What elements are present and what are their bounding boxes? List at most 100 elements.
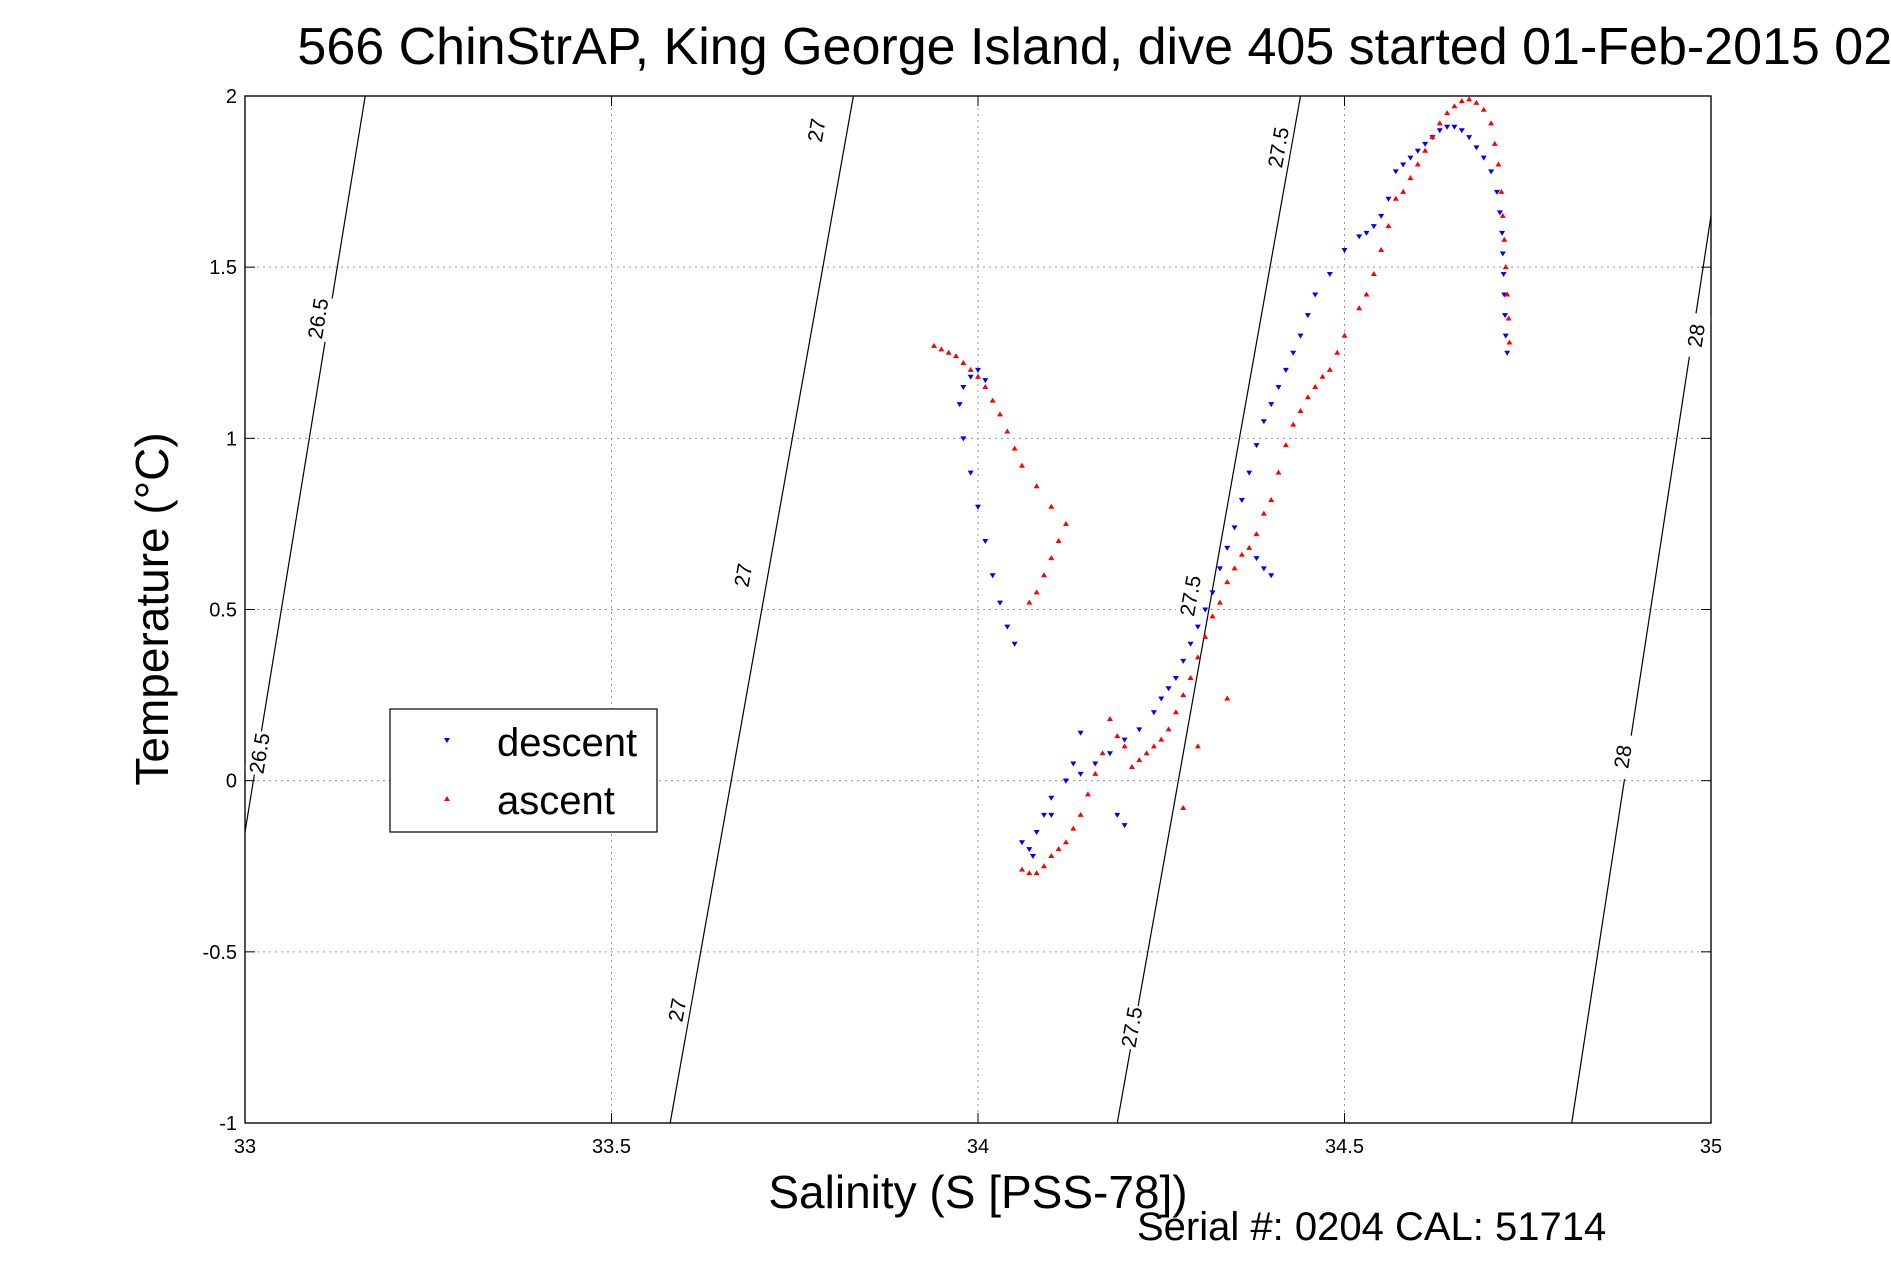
ascent-point (1136, 757, 1143, 763)
ascent-point (1505, 315, 1512, 321)
ascent-point (1180, 805, 1187, 811)
legend-marker-descent (444, 738, 450, 743)
ascent-point (1385, 223, 1392, 229)
descent-point (1224, 545, 1231, 551)
ascent-point (1275, 469, 1282, 475)
descent-point (1370, 224, 1377, 230)
ascent-point (1378, 247, 1385, 253)
ascent-point (1356, 305, 1363, 311)
descent-point (1268, 402, 1275, 408)
descent-point (1458, 128, 1465, 134)
ascent-point (1026, 870, 1033, 876)
ascent-point (1121, 743, 1128, 749)
ascent-point (1268, 496, 1275, 502)
ascent-point (1491, 140, 1498, 146)
contour-label-bg (661, 986, 694, 1034)
ascent-point (1062, 520, 1069, 526)
ascent-point (1312, 383, 1319, 389)
descent-point (1444, 124, 1451, 130)
descent-point (1275, 384, 1282, 390)
descent-point (1114, 812, 1121, 818)
ascent-point (1011, 445, 1018, 451)
ascent-point (1466, 96, 1473, 102)
ascent-point (1172, 709, 1179, 715)
ascent-point (1018, 866, 1025, 872)
ascent-point (1143, 750, 1150, 756)
ascent-point (1392, 195, 1399, 201)
ascent-point (1458, 98, 1465, 104)
contour-label-bg (302, 294, 334, 343)
descent-point (1473, 145, 1480, 151)
ascent-point (938, 346, 945, 352)
descent-point (1326, 272, 1333, 278)
descent-point (960, 384, 967, 390)
density-contour-28 (1571, 215, 1712, 1124)
ascent-point (1062, 839, 1069, 845)
descent-point (960, 436, 967, 442)
ascent-point (1194, 654, 1201, 660)
density-contour-26.5 (244, 95, 366, 833)
descent-point (1422, 141, 1429, 147)
ascent-point (1304, 394, 1311, 400)
contour-label: 27 (804, 117, 831, 144)
contour-label: 28 (1610, 743, 1636, 770)
ascent-point (1165, 726, 1172, 732)
descent-point (1356, 234, 1363, 240)
descent-point (1246, 470, 1253, 476)
descent-point (1187, 641, 1194, 647)
descent-point (1407, 155, 1414, 161)
x-tick-label: 34 (967, 1136, 989, 1158)
descent-point (1048, 812, 1055, 818)
descent-point (1502, 313, 1509, 319)
contour-label-bg (244, 729, 276, 777)
descent-point (1499, 230, 1506, 236)
descent-point (1106, 751, 1113, 757)
descent-point (1172, 675, 1179, 681)
descent-point (1304, 313, 1311, 319)
ascent-point (1297, 407, 1304, 413)
descent-point (1504, 350, 1511, 356)
ascent-point (1114, 733, 1121, 739)
descent-point (1048, 795, 1055, 801)
ascent-point (1033, 589, 1040, 595)
descent-point (1282, 367, 1289, 373)
ascent-point (1026, 599, 1033, 605)
descent-point (1480, 155, 1487, 161)
ascent-point (1033, 870, 1040, 876)
contour-label-bg (1262, 123, 1295, 172)
descent-point (1070, 761, 1077, 767)
ascent-point (1004, 428, 1011, 434)
ascent-point (1444, 110, 1451, 116)
descent-point (1400, 162, 1407, 168)
contour-label-bg (1607, 733, 1639, 781)
ascent-point (1099, 750, 1106, 756)
ascent-point (1194, 743, 1201, 749)
density-contours (244, 95, 1712, 1124)
ascent-point (945, 349, 952, 355)
ascent-point (967, 366, 974, 372)
y-tick-label: 1.5 (209, 257, 237, 279)
descent-point (1253, 556, 1260, 562)
contour-label-bg (801, 106, 833, 154)
ascent-point (1077, 811, 1084, 817)
x-tick-label: 33.5 (592, 1136, 631, 1158)
descent-point (1165, 686, 1172, 692)
ascent-point (996, 411, 1003, 417)
data-series (931, 96, 1513, 876)
ascent-point (1480, 106, 1487, 112)
descent-point (1004, 624, 1011, 630)
descent-point (1499, 251, 1506, 257)
ascent-point (1407, 175, 1414, 181)
ascent-point (1048, 503, 1055, 509)
descent-point (1451, 124, 1458, 130)
ascent-point (1224, 695, 1231, 701)
ascent-point (975, 373, 981, 379)
descent-point (967, 374, 974, 380)
descent-point (1202, 607, 1209, 613)
x-tick-label: 35 (1700, 1136, 1722, 1158)
descent-point (1011, 641, 1018, 647)
ascent-point (1187, 674, 1194, 680)
descent-point (956, 402, 963, 408)
